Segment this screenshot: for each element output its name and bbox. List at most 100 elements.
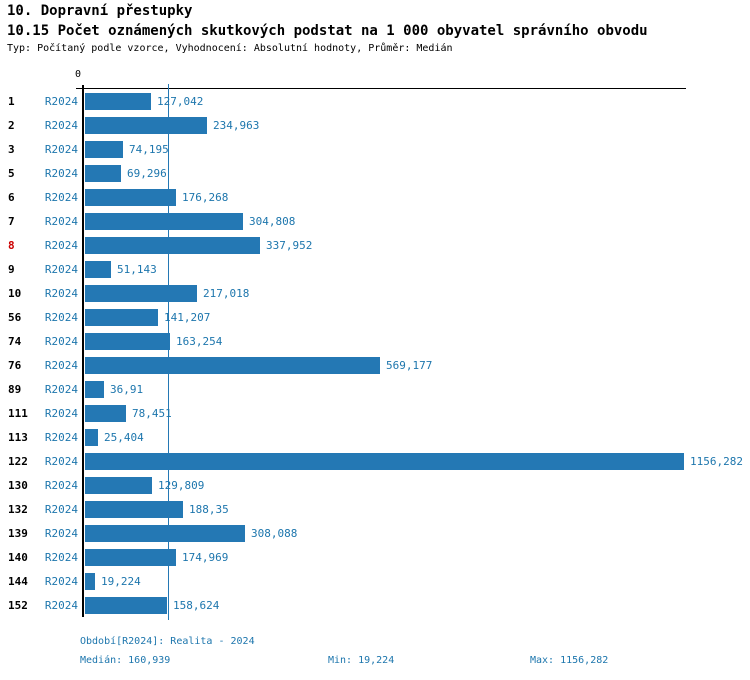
bar [85,189,176,206]
bar [85,261,111,278]
bar-value-label: 36,91 [110,383,144,396]
chart-row: 89 R2024 36,91 [0,378,750,402]
row-series-label: R2024 [44,479,78,492]
chart-row: 130 R2024 129,809 [0,474,750,498]
row-id: 10 [8,287,22,300]
bar-value-label: 51,143 [117,263,157,276]
bar-value-label: 234,963 [213,119,260,132]
chart-meta-line: Typ: Počítaný podle vzorce, Vyhodnocení:… [7,43,453,54]
row-series-label: R2024 [44,551,78,564]
bar [85,237,260,254]
row-series-label: R2024 [44,383,78,396]
bar-value-label: 337,952 [266,239,313,252]
row-series-label: R2024 [44,215,78,228]
chart-row: 10 R2024 217,018 [0,282,750,306]
chart-row: 122 R2024 1156,282 [0,450,750,474]
bar [85,429,98,446]
row-series-label: R2024 [44,119,78,132]
chart-row: 9 R2024 51,143 [0,258,750,282]
row-id: 76 [8,359,22,372]
bar-value-label: 78,451 [132,407,172,420]
bar [85,357,380,374]
chart-row: 74 R2024 163,254 [0,330,750,354]
bar-value-label: 188,35 [189,503,229,516]
x-axis-zero-tick-label: 0 [74,69,82,80]
row-id: 144 [8,575,28,588]
chart-row: 6 R2024 176,268 [0,186,750,210]
chart-row: 132 R2024 188,35 [0,498,750,522]
chart-row: 144 R2024 19,224 [0,570,750,594]
bar-value-label: 217,018 [203,287,250,300]
row-id: 5 [8,167,15,180]
row-series-label: R2024 [44,239,78,252]
bar [85,165,121,182]
bar [85,141,123,158]
bar [85,333,170,350]
row-id: 74 [8,335,22,348]
chart-row: 8 R2024 337,952 [0,234,750,258]
bar [85,117,207,134]
chart-row: 139 R2024 308,088 [0,522,750,546]
footer-max-label: Max: 1156,282 [530,655,609,666]
row-series-label: R2024 [44,431,78,444]
chart-row: 7 R2024 304,808 [0,210,750,234]
footer-period-label: Období[R2024]: Realita - 2024 [80,636,255,647]
chart-row: 2 R2024 234,963 [0,114,750,138]
row-id: 1 [8,95,15,108]
y-axis-line [82,85,84,617]
row-series-label: R2024 [44,143,78,156]
chart-row: 111 R2024 78,451 [0,402,750,426]
row-series-label: R2024 [44,287,78,300]
bar [85,573,95,590]
bar-value-label: 163,254 [176,335,223,348]
bar [85,597,167,614]
row-series-label: R2024 [44,527,78,540]
row-id: 130 [8,479,28,492]
bar [85,525,245,542]
bar-value-label: 569,177 [386,359,433,372]
bar-value-label: 158,624 [173,599,220,612]
row-id: 152 [8,599,28,612]
row-id: 2 [8,119,15,132]
row-id: 8 [8,239,15,252]
row-series-label: R2024 [44,599,78,612]
chart-row: 76 R2024 569,177 [0,354,750,378]
chart-subtitle: 10.15 Počet oznámených skutkových podsta… [7,23,648,39]
bar-value-label: 174,969 [182,551,229,564]
chart-row: 56 R2024 141,207 [0,306,750,330]
row-series-label: R2024 [44,407,78,420]
row-series-label: R2024 [44,167,78,180]
row-id: 89 [8,383,22,396]
footer-median-label: Medián: 160,939 [80,655,171,666]
bar [85,501,183,518]
row-id: 9 [8,263,15,276]
row-series-label: R2024 [44,455,78,468]
row-series-label: R2024 [44,191,78,204]
row-id: 140 [8,551,28,564]
row-id: 113 [8,431,28,444]
row-id: 56 [8,311,22,324]
bar-value-label: 74,195 [129,143,169,156]
row-series-label: R2024 [44,359,78,372]
bar [85,213,243,230]
chart-row: 113 R2024 25,404 [0,426,750,450]
row-series-label: R2024 [44,95,78,108]
row-id: 132 [8,503,28,516]
bar-value-label: 19,224 [101,575,141,588]
bar-value-label: 129,809 [158,479,205,492]
chart-row: 152 R2024 158,624 [0,594,750,618]
chart-row: 5 R2024 69,296 [0,162,750,186]
row-series-label: R2024 [44,503,78,516]
bar [85,549,176,566]
median-line [168,84,169,620]
row-id: 139 [8,527,28,540]
row-id: 7 [8,215,15,228]
bar-value-label: 141,207 [164,311,211,324]
bar-value-label: 304,808 [249,215,296,228]
bar [85,453,684,470]
row-series-label: R2024 [44,575,78,588]
chart-row: 3 R2024 74,195 [0,138,750,162]
row-id: 122 [8,455,28,468]
page-title: 10. Dopravní přestupky [7,3,193,19]
